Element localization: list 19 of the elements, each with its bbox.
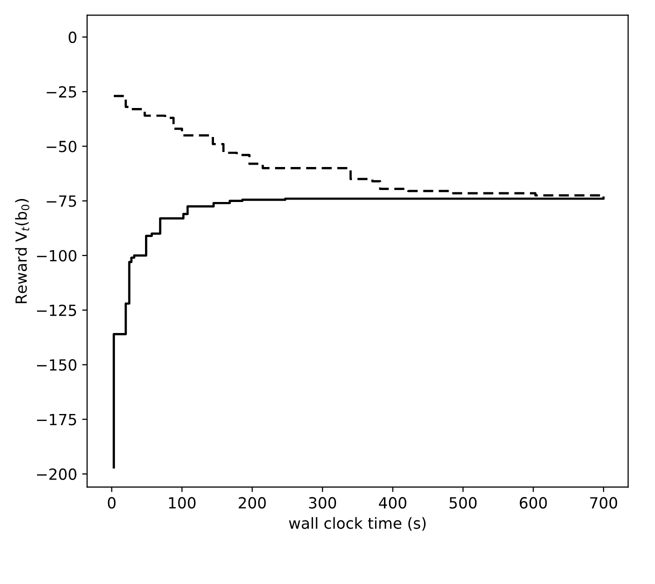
x-tick-label: 0: [108, 497, 116, 509]
y-tick-label: −175: [37, 414, 76, 426]
x-axis-title: wall clock time (s): [289, 517, 426, 531]
x-tick-label: 100: [169, 497, 196, 509]
x-tick-label: 200: [238, 497, 266, 509]
y-tick-label: −25: [46, 86, 76, 98]
x-tick-label: 300: [309, 497, 336, 509]
y-tick-label: −50: [46, 140, 76, 152]
y-tick-label: −125: [37, 304, 76, 316]
y-tick-label: −100: [37, 250, 76, 262]
x-tick-label: 600: [520, 497, 547, 509]
x-tick-label: 700: [590, 497, 618, 509]
y-tick-label: −75: [46, 196, 76, 207]
y-tick-label: −200: [37, 468, 76, 480]
y-tick-label: 0: [68, 31, 76, 44]
x-tick-label: 500: [450, 497, 477, 509]
y-tick-label: −150: [37, 359, 76, 371]
x-tick-label: 400: [378, 497, 406, 509]
y-axis-title: Reward V$_{t}$(b$_{0}$): [15, 199, 30, 304]
